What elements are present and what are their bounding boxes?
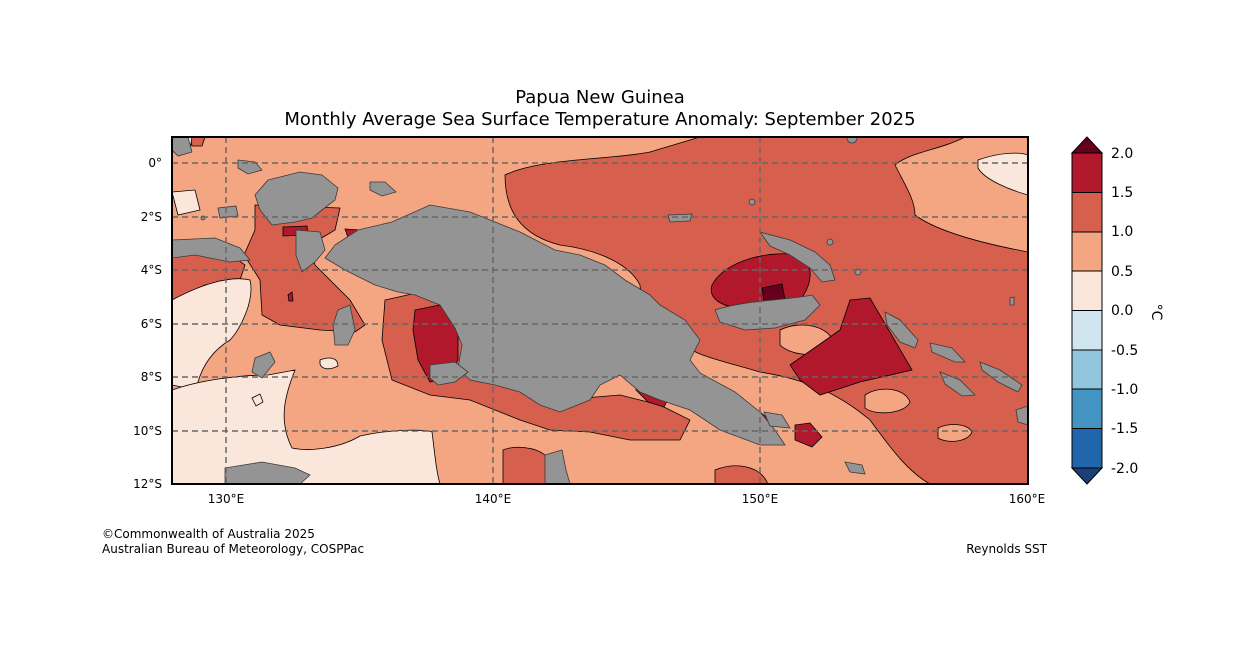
- colorbar-segment-neg2.0-neg1.5: [1071, 428, 1103, 469]
- island: [826, 238, 834, 246]
- lat-tick-10s: 10°S: [133, 424, 162, 438]
- lat-tick-labels: 0° 2°S 4°S 6°S 8°S 10°S 12°S: [133, 156, 162, 491]
- anomaly-region: [864, 388, 911, 414]
- colorbar-tick: -2.0: [1111, 461, 1138, 477]
- anomaly-region: [319, 357, 339, 370]
- anomaly-0.0-0.5-regions: [172, 137, 1028, 484]
- colorbar-segment-neg1.5-neg1.0: [1071, 388, 1103, 429]
- colorbar: [1070, 136, 1104, 485]
- lat-tick-6s: 6°S: [141, 317, 162, 331]
- colorbar-tick: -1.0: [1111, 382, 1138, 398]
- map-subtitle: Monthly Average Sea Surface Temperature …: [284, 109, 916, 130]
- island: [332, 304, 356, 346]
- colorbar-tick: 2.0: [1111, 146, 1133, 162]
- anomaly-region: [794, 422, 823, 448]
- island: [544, 449, 571, 484]
- colorbar-tick: 0.0: [1111, 303, 1133, 319]
- copyright-text: ©Commonwealth of Australia 2025: [102, 527, 315, 541]
- colorbar-extend-top: [1070, 136, 1104, 154]
- colorbar-segment-1.5-2.0: [1071, 152, 1103, 193]
- map-title: Papua New Guinea: [515, 87, 685, 108]
- new-guinea-island: [324, 204, 786, 446]
- island: [217, 205, 239, 219]
- anomaly-region: [287, 291, 294, 302]
- map-frame: [171, 136, 1029, 485]
- lon-tick-160e: 160°E: [1009, 492, 1046, 506]
- island: [979, 361, 1023, 393]
- lat-tick-12s: 12°S: [133, 477, 162, 491]
- lon-tick-130e: 130°E: [208, 492, 245, 506]
- colorbar-segment-1.0-1.5: [1071, 192, 1103, 233]
- island: [224, 461, 311, 484]
- colorbar-segment-neg1.0-neg0.5: [1071, 349, 1103, 390]
- graticule: [172, 137, 1028, 484]
- lat-tick-2s: 2°S: [141, 210, 162, 224]
- colorbar-tick: -1.5: [1111, 421, 1138, 437]
- lon-tick-labels: 130°E 140°E 150°E 160°E: [208, 492, 1046, 506]
- anomaly-region: [172, 189, 201, 216]
- anomaly-region: [502, 446, 549, 484]
- island: [763, 411, 791, 429]
- island: [172, 237, 251, 263]
- lat-tick-4s: 4°S: [141, 263, 162, 277]
- colorbar-tick: 0.5: [1111, 264, 1133, 280]
- colorbar-tick: 1.5: [1111, 185, 1133, 201]
- island: [884, 311, 919, 349]
- island: [748, 198, 756, 206]
- land-masses: [172, 137, 1028, 484]
- colorbar-segment-0.0-0.5: [1071, 270, 1103, 311]
- island: [251, 351, 276, 379]
- anomaly-region: [789, 297, 913, 396]
- island: [254, 171, 339, 226]
- anomaly-region: [189, 137, 206, 147]
- data-source-text: Reynolds SST: [966, 542, 1047, 556]
- anomaly-region: [172, 278, 252, 391]
- island: [929, 342, 966, 363]
- island: [667, 213, 693, 223]
- anomaly-region: [937, 424, 973, 442]
- island: [844, 461, 866, 475]
- island: [369, 181, 397, 197]
- attribution-text: Australian Bureau of Meteorology, COSPPa…: [102, 542, 365, 556]
- island: [939, 371, 976, 397]
- lon-tick-140e: 140°E: [475, 492, 512, 506]
- colorbar-tick-labels: 2.0 1.5 1.0 0.5 0.0 -0.5 -1.0 -1.5 -2.0: [1111, 146, 1138, 477]
- island: [172, 137, 193, 157]
- colorbar-extend-bottom: [1070, 467, 1104, 485]
- colorbar-segment-0.5-1.0: [1071, 231, 1103, 272]
- island: [429, 361, 469, 386]
- colorbar-segment-neg0.5-0.0: [1071, 310, 1103, 351]
- colorbar-tick: -0.5: [1111, 343, 1138, 359]
- lon-tick-150e: 150°E: [742, 492, 779, 506]
- island: [714, 294, 821, 331]
- island: [295, 229, 326, 273]
- footer-credits: ©Commonwealth of Australia 2025 Australi…: [102, 527, 364, 557]
- island: [1015, 405, 1028, 426]
- island: [1009, 296, 1015, 306]
- lat-tick-8s: 8°S: [141, 370, 162, 384]
- map-plot-area: [172, 137, 1028, 484]
- anomaly-region: [251, 393, 264, 407]
- colorbar-unit-label: °C: [1148, 304, 1164, 321]
- lat-tick-0: 0°: [148, 156, 162, 170]
- colorbar-tick: 1.0: [1111, 224, 1133, 240]
